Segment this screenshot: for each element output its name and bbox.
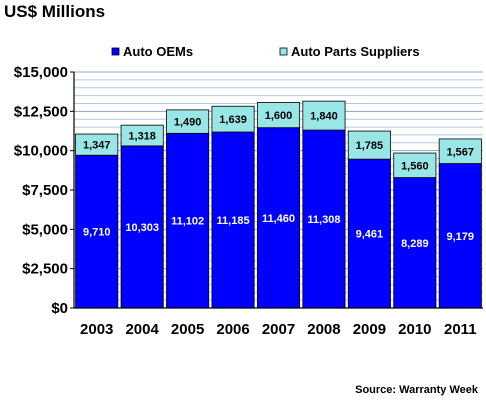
y-tick-label: $7,500: [22, 182, 68, 199]
data-label-auto-oems: 11,185: [217, 215, 250, 227]
data-label-auto-oems: 9,710: [83, 227, 111, 239]
bar-auto-parts-suppliers: [256, 102, 301, 129]
data-label-auto-oems: 9,461: [356, 229, 384, 241]
y-tick-label: $0: [51, 300, 68, 317]
bar-auto-oems: [166, 132, 210, 309]
bar-auto-oems: [256, 127, 301, 309]
y-tick-label: $12,500: [14, 103, 68, 120]
bar-auto-parts-suppliers: [75, 133, 119, 156]
x-tick-label: 2005: [171, 321, 204, 338]
y-tick-label: $15,000: [14, 64, 68, 81]
x-tick-label: 2010: [398, 321, 431, 338]
y-tick-label: $5,000: [22, 221, 68, 238]
y-tick-label: $2,500: [22, 261, 68, 278]
data-label-auto-oems: 11,102: [171, 216, 204, 228]
data-label-auto-parts-suppliers: 1,567: [447, 146, 475, 158]
bar-auto-parts-suppliers: [120, 124, 164, 147]
data-label-auto-parts-suppliers: 1,639: [219, 114, 247, 126]
bar-auto-parts-suppliers: [347, 130, 391, 160]
data-label-auto-oems: 9,179: [447, 231, 475, 243]
bar-auto-parts-suppliers: [438, 138, 482, 164]
legend-item-auto-oems-label: Auto OEMs: [123, 44, 193, 59]
legend-item-auto-parts-suppliers-swatch: [279, 47, 288, 56]
y-tick-label: $10,000: [14, 143, 68, 160]
x-tick-label: 2003: [80, 321, 113, 338]
x-tick-label: 2008: [307, 321, 340, 338]
bar-auto-parts-suppliers: [302, 100, 346, 131]
x-tick-label: 2006: [216, 321, 249, 338]
data-label-auto-parts-suppliers: 1,840: [310, 111, 338, 123]
bar-auto-oems: [211, 131, 255, 309]
data-label-auto-parts-suppliers: 1,490: [174, 117, 202, 129]
bar-auto-oems: [438, 163, 482, 309]
bar-auto-parts-suppliers: [166, 109, 210, 134]
legend-item-auto-parts-suppliers-label: Auto Parts Suppliers: [291, 44, 420, 59]
chart-title: US$ Millions: [4, 2, 105, 21]
plot-area: $0 $2,500 $5,000 $7,500 $10,000 $12,500 $15,00…: [14, 64, 483, 338]
x-tick-label: 2009: [353, 321, 386, 338]
bar-auto-parts-suppliers: [393, 152, 437, 178]
data-label-auto-oems: 8,289: [401, 238, 429, 250]
data-label-auto-oems: 11,460: [262, 213, 295, 225]
data-label-auto-oems: 10,303: [125, 222, 159, 234]
source-note: Source: Warranty Week: [355, 384, 479, 396]
bar-auto-parts-suppliers: [211, 105, 255, 133]
bar-auto-oems: [120, 145, 164, 309]
data-label-auto-oems: 11,308: [307, 214, 340, 226]
x-tick-label: 2004: [125, 321, 159, 338]
bar-auto-oems: [347, 158, 391, 309]
x-tick-label: 2011: [444, 321, 477, 338]
data-label-auto-parts-suppliers: 1,347: [83, 140, 111, 152]
data-label-auto-parts-suppliers: 1,600: [265, 110, 293, 122]
data-label-auto-parts-suppliers: 1,785: [356, 140, 384, 152]
bar-auto-oems: [393, 177, 437, 309]
x-tick-label: 2007: [262, 321, 295, 338]
bar-auto-oems: [302, 129, 346, 309]
legend: Auto OEMs Auto Parts Suppliers: [111, 44, 420, 59]
legend-item-auto-oems-swatch: [111, 47, 120, 56]
data-label-auto-parts-suppliers: 1,318: [128, 131, 156, 143]
data-label-auto-parts-suppliers: 1,560: [401, 160, 429, 172]
